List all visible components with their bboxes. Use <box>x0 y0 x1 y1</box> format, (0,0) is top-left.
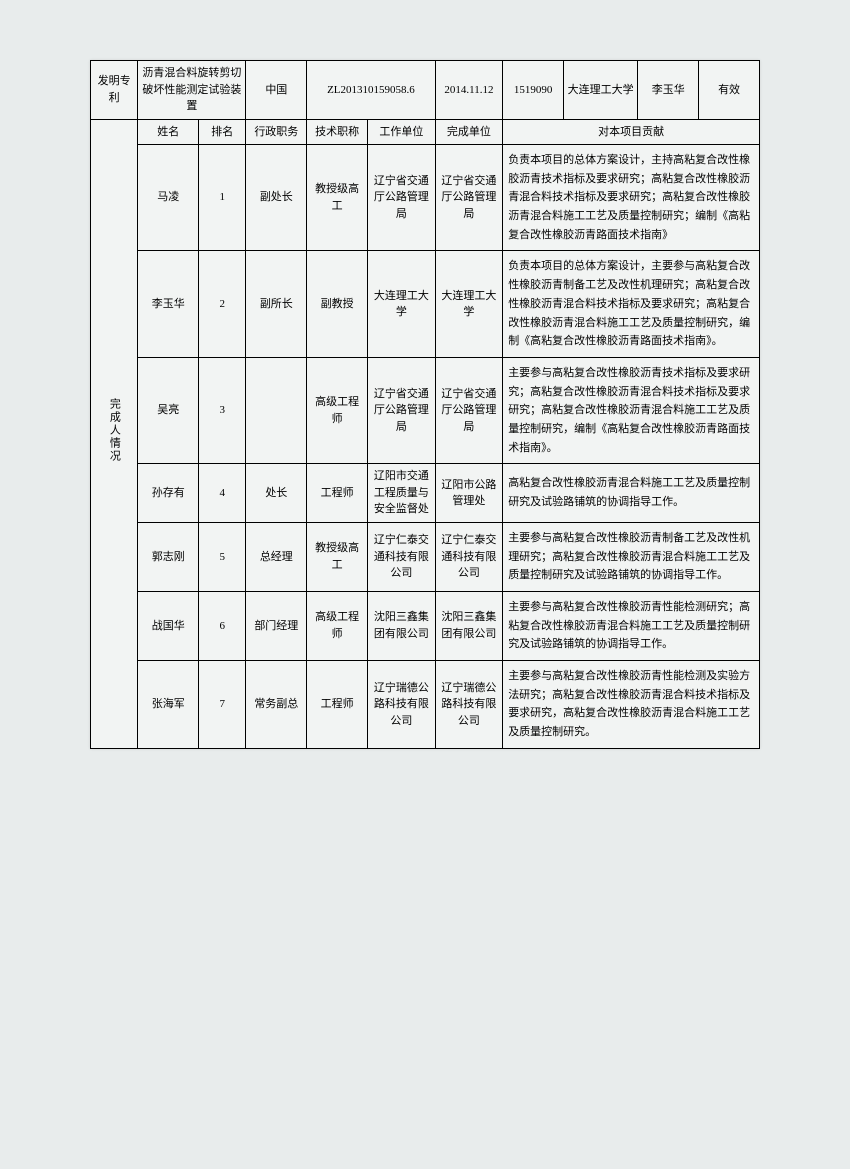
person-admin-position: 副所长 <box>246 251 307 357</box>
patent-inventor-cell: 李玉华 <box>638 61 699 120</box>
person-contribution: 负责本项目的总体方案设计，主要参与高粘复合改性橡胶沥青制备工艺及改性机理研究；高… <box>503 251 760 357</box>
person-admin-position: 总经理 <box>246 522 307 591</box>
person-work-unit: 大连理工大学 <box>368 251 436 357</box>
person-contribution: 主要参与高粘复合改性橡胶沥青性能检测及实验方法研究；高粘复合改性橡胶沥青混合料技… <box>503 660 760 748</box>
patent-number-cell: 1519090 <box>503 61 564 120</box>
person-tech-title: 教授级高工 <box>307 522 368 591</box>
person-rank: 5 <box>199 522 246 591</box>
person-tech-title: 高级工程师 <box>307 591 368 660</box>
person-admin-position: 处长 <box>246 464 307 523</box>
person-row: 李玉华 2 副所长 副教授 大连理工大学 大连理工大学 负责本项目的总体方案设计… <box>91 251 760 357</box>
section-label-cell: 完成人情况 <box>91 119 138 748</box>
person-row: 战国华 6 部门经理 高级工程师 沈阳三鑫集团有限公司 沈阳三鑫集团有限公司 主… <box>91 591 760 660</box>
person-row: 张海军 7 常务副总 工程师 辽宁瑞德公路科技有限公司 辽宁瑞德公路科技有限公司… <box>91 660 760 748</box>
person-row: 马凌 1 副处长 教授级高工 辽宁省交通厅公路管理局 辽宁省交通厅公路管理局 负… <box>91 145 760 251</box>
person-name: 马凌 <box>138 145 199 251</box>
patent-owner-cell: 大连理工大学 <box>564 61 638 120</box>
person-work-unit: 辽宁仁泰交通科技有限公司 <box>368 522 436 591</box>
person-row: 吴亮 3 高级工程师 辽宁省交通厅公路管理局 辽宁省交通厅公路管理局 主要参与高… <box>91 357 760 463</box>
person-admin-position <box>246 357 307 463</box>
patent-no-cell: ZL201310159058.6 <box>307 61 435 120</box>
person-admin-position: 副处长 <box>246 145 307 251</box>
header-work-unit: 工作单位 <box>368 119 436 145</box>
person-contribution: 主要参与高粘复合改性橡胶沥青性能检测研究；高粘复合改性橡胶沥青混合料施工工艺及质… <box>503 591 760 660</box>
person-name: 吴亮 <box>138 357 199 463</box>
person-admin-position: 常务副总 <box>246 660 307 748</box>
document-table: 发明专利 沥青混合料旋转剪切破坏性能测定试验装置 中国 ZL2013101590… <box>90 60 760 749</box>
person-complete-unit: 辽宁仁泰交通科技有限公司 <box>435 522 503 591</box>
person-row: 郭志刚 5 总经理 教授级高工 辽宁仁泰交通科技有限公司 辽宁仁泰交通科技有限公… <box>91 522 760 591</box>
person-contribution: 高粘复合改性橡胶沥青混合料施工工艺及质量控制研究及试验路铺筑的协调指导工作。 <box>503 464 760 523</box>
patent-type-cell: 发明专利 <box>91 61 138 120</box>
person-rank: 4 <box>199 464 246 523</box>
person-rank: 6 <box>199 591 246 660</box>
patent-row: 发明专利 沥青混合料旋转剪切破坏性能测定试验装置 中国 ZL2013101590… <box>91 61 760 120</box>
person-complete-unit: 辽阳市公路管理处 <box>435 464 503 523</box>
person-rank: 3 <box>199 357 246 463</box>
person-admin-position: 部门经理 <box>246 591 307 660</box>
person-work-unit: 辽阳市交通工程质量与安全监督处 <box>368 464 436 523</box>
person-name: 战国华 <box>138 591 199 660</box>
patent-date-cell: 2014.11.12 <box>435 61 503 120</box>
patent-status-cell: 有效 <box>699 61 760 120</box>
person-complete-unit: 辽宁省交通厅公路管理局 <box>435 357 503 463</box>
person-complete-unit: 辽宁瑞德公路科技有限公司 <box>435 660 503 748</box>
person-work-unit: 辽宁省交通厅公路管理局 <box>368 145 436 251</box>
person-name: 李玉华 <box>138 251 199 357</box>
person-tech-title: 工程师 <box>307 660 368 748</box>
header-admin-position: 行政职务 <box>246 119 307 145</box>
person-complete-unit: 沈阳三鑫集团有限公司 <box>435 591 503 660</box>
person-tech-title: 教授级高工 <box>307 145 368 251</box>
header-contribution: 对本项目贡献 <box>503 119 760 145</box>
person-tech-title: 工程师 <box>307 464 368 523</box>
header-rank: 排名 <box>199 119 246 145</box>
patent-name-cell: 沥青混合料旋转剪切破坏性能测定试验装置 <box>138 61 246 120</box>
header-name: 姓名 <box>138 119 199 145</box>
patent-country-cell: 中国 <box>246 61 307 120</box>
person-work-unit: 辽宁瑞德公路科技有限公司 <box>368 660 436 748</box>
person-rank: 7 <box>199 660 246 748</box>
person-row: 孙存有 4 处长 工程师 辽阳市交通工程质量与安全监督处 辽阳市公路管理处 高粘… <box>91 464 760 523</box>
person-complete-unit: 大连理工大学 <box>435 251 503 357</box>
person-name: 郭志刚 <box>138 522 199 591</box>
header-tech-title: 技术职称 <box>307 119 368 145</box>
person-contribution: 负责本项目的总体方案设计，主持高粘复合改性橡胶沥青技术指标及要求研究；高粘复合改… <box>503 145 760 251</box>
person-name: 张海军 <box>138 660 199 748</box>
header-row: 完成人情况 姓名 排名 行政职务 技术职称 工作单位 完成单位 对本项目贡献 <box>91 119 760 145</box>
person-work-unit: 沈阳三鑫集团有限公司 <box>368 591 436 660</box>
person-tech-title: 高级工程师 <box>307 357 368 463</box>
header-complete-unit: 完成单位 <box>435 119 503 145</box>
person-name: 孙存有 <box>138 464 199 523</box>
person-contribution: 主要参与高粘复合改性橡胶沥青制备工艺及改性机理研究；高粘复合改性橡胶沥青混合料施… <box>503 522 760 591</box>
person-rank: 2 <box>199 251 246 357</box>
person-contribution: 主要参与高粘复合改性橡胶沥青技术指标及要求研究；高粘复合改性橡胶沥青混合料技术指… <box>503 357 760 463</box>
person-work-unit: 辽宁省交通厅公路管理局 <box>368 357 436 463</box>
person-rank: 1 <box>199 145 246 251</box>
person-complete-unit: 辽宁省交通厅公路管理局 <box>435 145 503 251</box>
person-tech-title: 副教授 <box>307 251 368 357</box>
